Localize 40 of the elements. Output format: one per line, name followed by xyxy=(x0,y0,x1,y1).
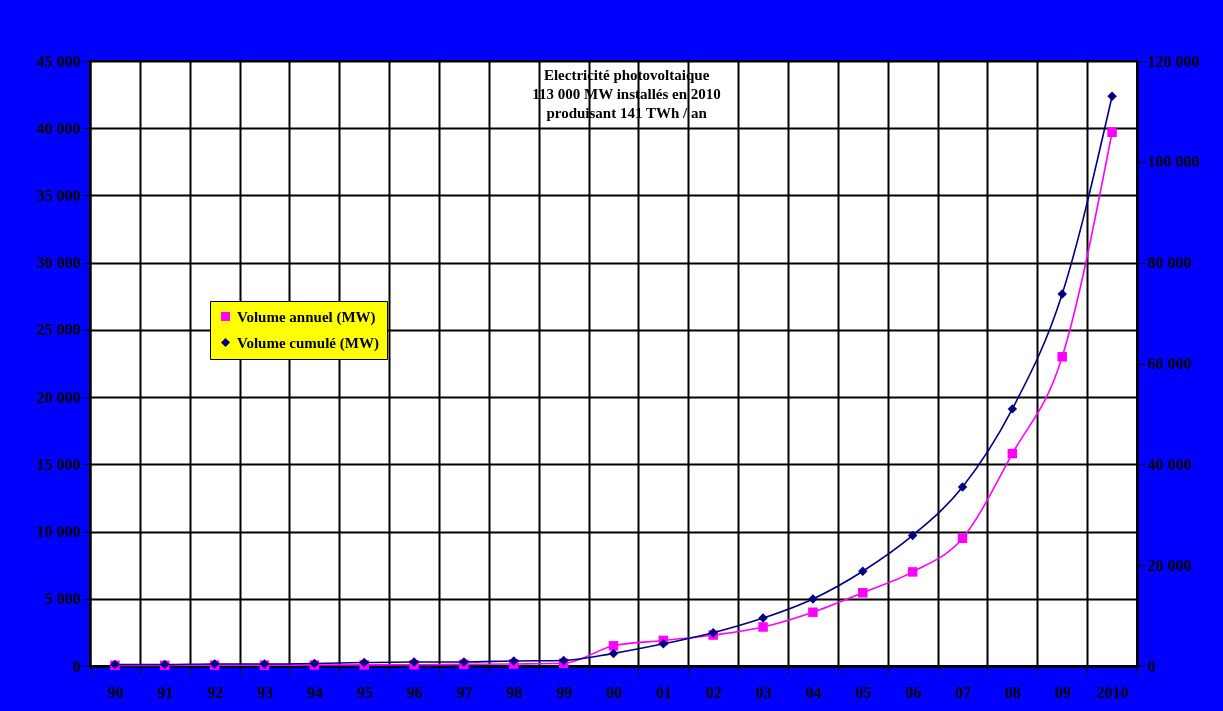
x-tick-label: 09 xyxy=(1054,683,1071,701)
x-tick-label: 06 xyxy=(905,683,922,701)
x-tick-label: 93 xyxy=(257,683,273,701)
x-tick-label: 95 xyxy=(356,683,373,701)
y-tick-label: 25 000 xyxy=(36,321,81,339)
y2-tick-label: 20 000 xyxy=(1147,556,1192,574)
x-tick-label: 05 xyxy=(855,683,872,701)
y-tick-label: 10 000 xyxy=(36,523,81,541)
y-tick-label: 0 xyxy=(72,657,81,675)
x-tick-label: 99 xyxy=(556,683,573,701)
x-tick-label: 03 xyxy=(755,683,772,701)
y2-tick-label: 60 000 xyxy=(1147,355,1192,372)
x-tick-label: 97 xyxy=(456,683,473,701)
y-tick-label: 5 000 xyxy=(44,590,81,608)
x-tick-label: 08 xyxy=(1004,683,1021,701)
y2-tick-label: 120 000 xyxy=(1147,52,1200,70)
x-tick-label: 92 xyxy=(207,683,224,701)
x-tick-label: 00 xyxy=(606,683,622,701)
y2-tick-label: 80 000 xyxy=(1147,254,1192,272)
x-tick-label: 2010 xyxy=(1096,683,1129,701)
x-tick-label: 90 xyxy=(107,683,124,701)
y-tick-label: 30 000 xyxy=(36,254,81,272)
x-tick-label: 02 xyxy=(705,683,722,701)
y-tick-label: 40 000 xyxy=(36,119,81,137)
x-tick-label: 07 xyxy=(955,683,971,701)
x-tick-label: 04 xyxy=(805,683,822,701)
x-tick-label: 98 xyxy=(506,683,523,701)
x-tick-label: 91 xyxy=(157,683,174,701)
y-tick-label: 45 000 xyxy=(36,52,81,70)
legend-label: Volume annuel (MW) xyxy=(237,308,376,326)
y-tick-label: 20 000 xyxy=(36,388,81,406)
y-tick-label: 35 000 xyxy=(36,186,81,204)
y2-tick-label: 40 000 xyxy=(1147,455,1192,473)
x-tick-label: 01 xyxy=(655,683,672,701)
y2-tick-label: 100 000 xyxy=(1147,153,1200,171)
y2-tick-label: 0 xyxy=(1147,657,1156,675)
legend-label: Volume cumulé (MW) xyxy=(237,334,379,352)
x-tick-label: 94 xyxy=(306,683,323,701)
y-tick-label: 15 000 xyxy=(36,455,81,473)
x-tick-label: 96 xyxy=(406,683,423,701)
